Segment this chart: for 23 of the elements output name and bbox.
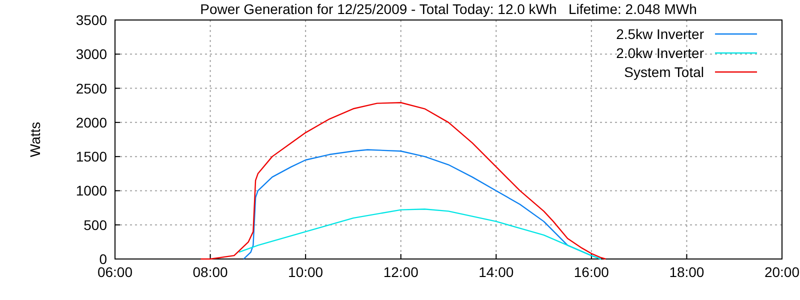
y-tick-label: 3000 bbox=[76, 46, 108, 62]
y-tick-label: 500 bbox=[84, 216, 108, 233]
y-tick-label: 0 bbox=[99, 251, 108, 267]
y-axis-title: Watts bbox=[27, 122, 43, 158]
x-tick-label: 10:00 bbox=[288, 264, 324, 280]
x-tick-label: 12:00 bbox=[383, 264, 419, 280]
line-series bbox=[238, 208, 602, 260]
x-tick-label: 14:00 bbox=[478, 264, 514, 280]
chart-title: Power Generation for 12/25/2009 - Total Today: 12.0 kWh Lifetime: 2.048 MWh bbox=[200, 1, 697, 17]
x-tick-label: 20:00 bbox=[764, 264, 800, 280]
legend-label: System Total bbox=[624, 64, 704, 80]
y-tick-label: 1500 bbox=[76, 148, 108, 165]
y-tick-label: 3500 bbox=[76, 12, 108, 28]
y-tick-label: 2500 bbox=[76, 80, 108, 96]
x-tick-label: 16:00 bbox=[574, 264, 610, 280]
y-tick-label: 1000 bbox=[76, 182, 108, 199]
x-tick-label: 18:00 bbox=[669, 264, 704, 280]
y-tick-label: 2000 bbox=[76, 114, 108, 130]
legend-label: 2.5kw Inverter bbox=[616, 26, 704, 42]
x-tick-label: 06:00 bbox=[97, 264, 133, 280]
legend-label: 2.0kw Inverter bbox=[616, 45, 704, 61]
line-series bbox=[200, 102, 606, 260]
x-tick-label: 08:00 bbox=[192, 264, 228, 280]
